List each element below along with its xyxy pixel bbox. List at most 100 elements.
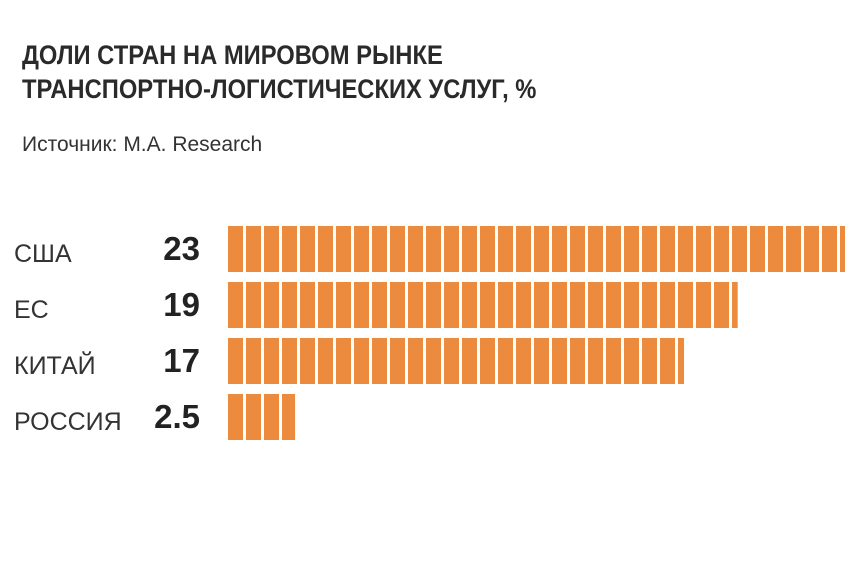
bar-segment — [696, 282, 711, 328]
bar-segment — [570, 226, 585, 272]
bar — [228, 338, 685, 384]
bar-segment — [264, 226, 279, 272]
bar-segment — [246, 226, 261, 272]
bar-segment — [606, 226, 621, 272]
bar-segment — [336, 338, 351, 384]
bar-segment — [516, 226, 531, 272]
bar-segment — [732, 282, 738, 328]
bar-segment — [426, 338, 441, 384]
bar — [228, 226, 845, 272]
bar-segment — [714, 282, 729, 328]
bar-segment — [624, 226, 639, 272]
bar-segment — [444, 226, 459, 272]
bar-segment — [678, 282, 693, 328]
bar-segment — [642, 282, 657, 328]
category-label: ЕС — [14, 296, 49, 324]
bar-segment — [264, 394, 279, 440]
bar-segment — [354, 226, 369, 272]
bar-segment — [408, 338, 423, 384]
bar-segment — [444, 282, 459, 328]
bar-segment — [768, 226, 783, 272]
bar — [228, 394, 296, 440]
bar-segment — [318, 338, 333, 384]
bar-segment — [390, 338, 405, 384]
bar-segment — [228, 282, 243, 328]
bar — [228, 282, 738, 328]
bar-segment — [534, 338, 549, 384]
bar-segment — [624, 338, 639, 384]
bar-segment — [840, 226, 845, 272]
bar-segment — [246, 282, 261, 328]
bar-segment — [498, 282, 513, 328]
value-label: 23 — [163, 230, 200, 267]
bar-segment — [372, 338, 387, 384]
source-note: Источник: M.A. Research — [22, 133, 263, 156]
bar-segment — [282, 226, 297, 272]
bar-segment — [714, 226, 729, 272]
bar-segment — [534, 282, 549, 328]
bar-segment — [354, 338, 369, 384]
title-line-1: ДОЛИ СТРАН НА МИРОВОМ РЫНКЕ — [22, 40, 443, 70]
bar-segment — [408, 226, 423, 272]
bar-segment — [228, 338, 243, 384]
value-label: 2.5 — [154, 398, 200, 435]
bar-segment — [570, 282, 585, 328]
bar-segment — [318, 226, 333, 272]
bar-segment — [642, 226, 657, 272]
bar-segment — [588, 226, 603, 272]
bar-segment — [282, 282, 297, 328]
bar-segment — [462, 338, 477, 384]
bar-segment — [804, 226, 819, 272]
bar-segment — [660, 282, 675, 328]
title-line-2: ТРАНСПОРТНО-ЛОГИСТИЧЕСКИХ УСЛУГ, % — [22, 74, 537, 104]
bar-segment — [282, 394, 296, 440]
bar-segment — [354, 282, 369, 328]
bar-segment — [390, 226, 405, 272]
bar-segment — [606, 338, 621, 384]
bar-segment — [228, 226, 243, 272]
bar-segment — [246, 338, 261, 384]
bar-segment — [480, 338, 495, 384]
bar-segment — [426, 282, 441, 328]
bar-segment — [678, 226, 693, 272]
value-label: 17 — [163, 342, 200, 379]
bar-segment — [498, 338, 513, 384]
bar-segment — [480, 282, 495, 328]
chart-title: ДОЛИ СТРАН НА МИРОВОМ РЫНКЕ ТРАНСПОРТНО-… — [22, 38, 536, 106]
bar-segment — [588, 338, 603, 384]
bar-segment — [228, 394, 243, 440]
category-label: КИТАЙ — [14, 352, 96, 380]
bar-segment — [300, 226, 315, 272]
bar-segment — [660, 226, 675, 272]
bar-segment — [822, 226, 837, 272]
bar-segment — [786, 226, 801, 272]
bar-segment — [264, 338, 279, 384]
bar-segment — [516, 338, 531, 384]
bar-segment — [336, 282, 351, 328]
bar-segment — [534, 226, 549, 272]
bar-segment — [300, 338, 315, 384]
bar-segment — [588, 282, 603, 328]
bar-segment — [660, 338, 675, 384]
bar-segment — [732, 226, 747, 272]
bar-segment — [390, 282, 405, 328]
bar-segment — [246, 394, 261, 440]
bar-segment — [750, 226, 765, 272]
bar-segment — [408, 282, 423, 328]
bar-segment — [372, 282, 387, 328]
bar-segment — [606, 282, 621, 328]
bar-segment — [696, 226, 711, 272]
bar-segment — [498, 226, 513, 272]
bar-segment — [552, 282, 567, 328]
bar-segment — [642, 338, 657, 384]
bar-segment — [462, 226, 477, 272]
bar-segment — [624, 282, 639, 328]
bar-segment — [282, 338, 297, 384]
bar-segment — [570, 338, 585, 384]
bar-segment — [336, 226, 351, 272]
value-label: 19 — [163, 286, 200, 323]
category-label: РОССИЯ — [14, 408, 122, 436]
category-label: США — [14, 240, 72, 268]
bar-segment — [462, 282, 477, 328]
